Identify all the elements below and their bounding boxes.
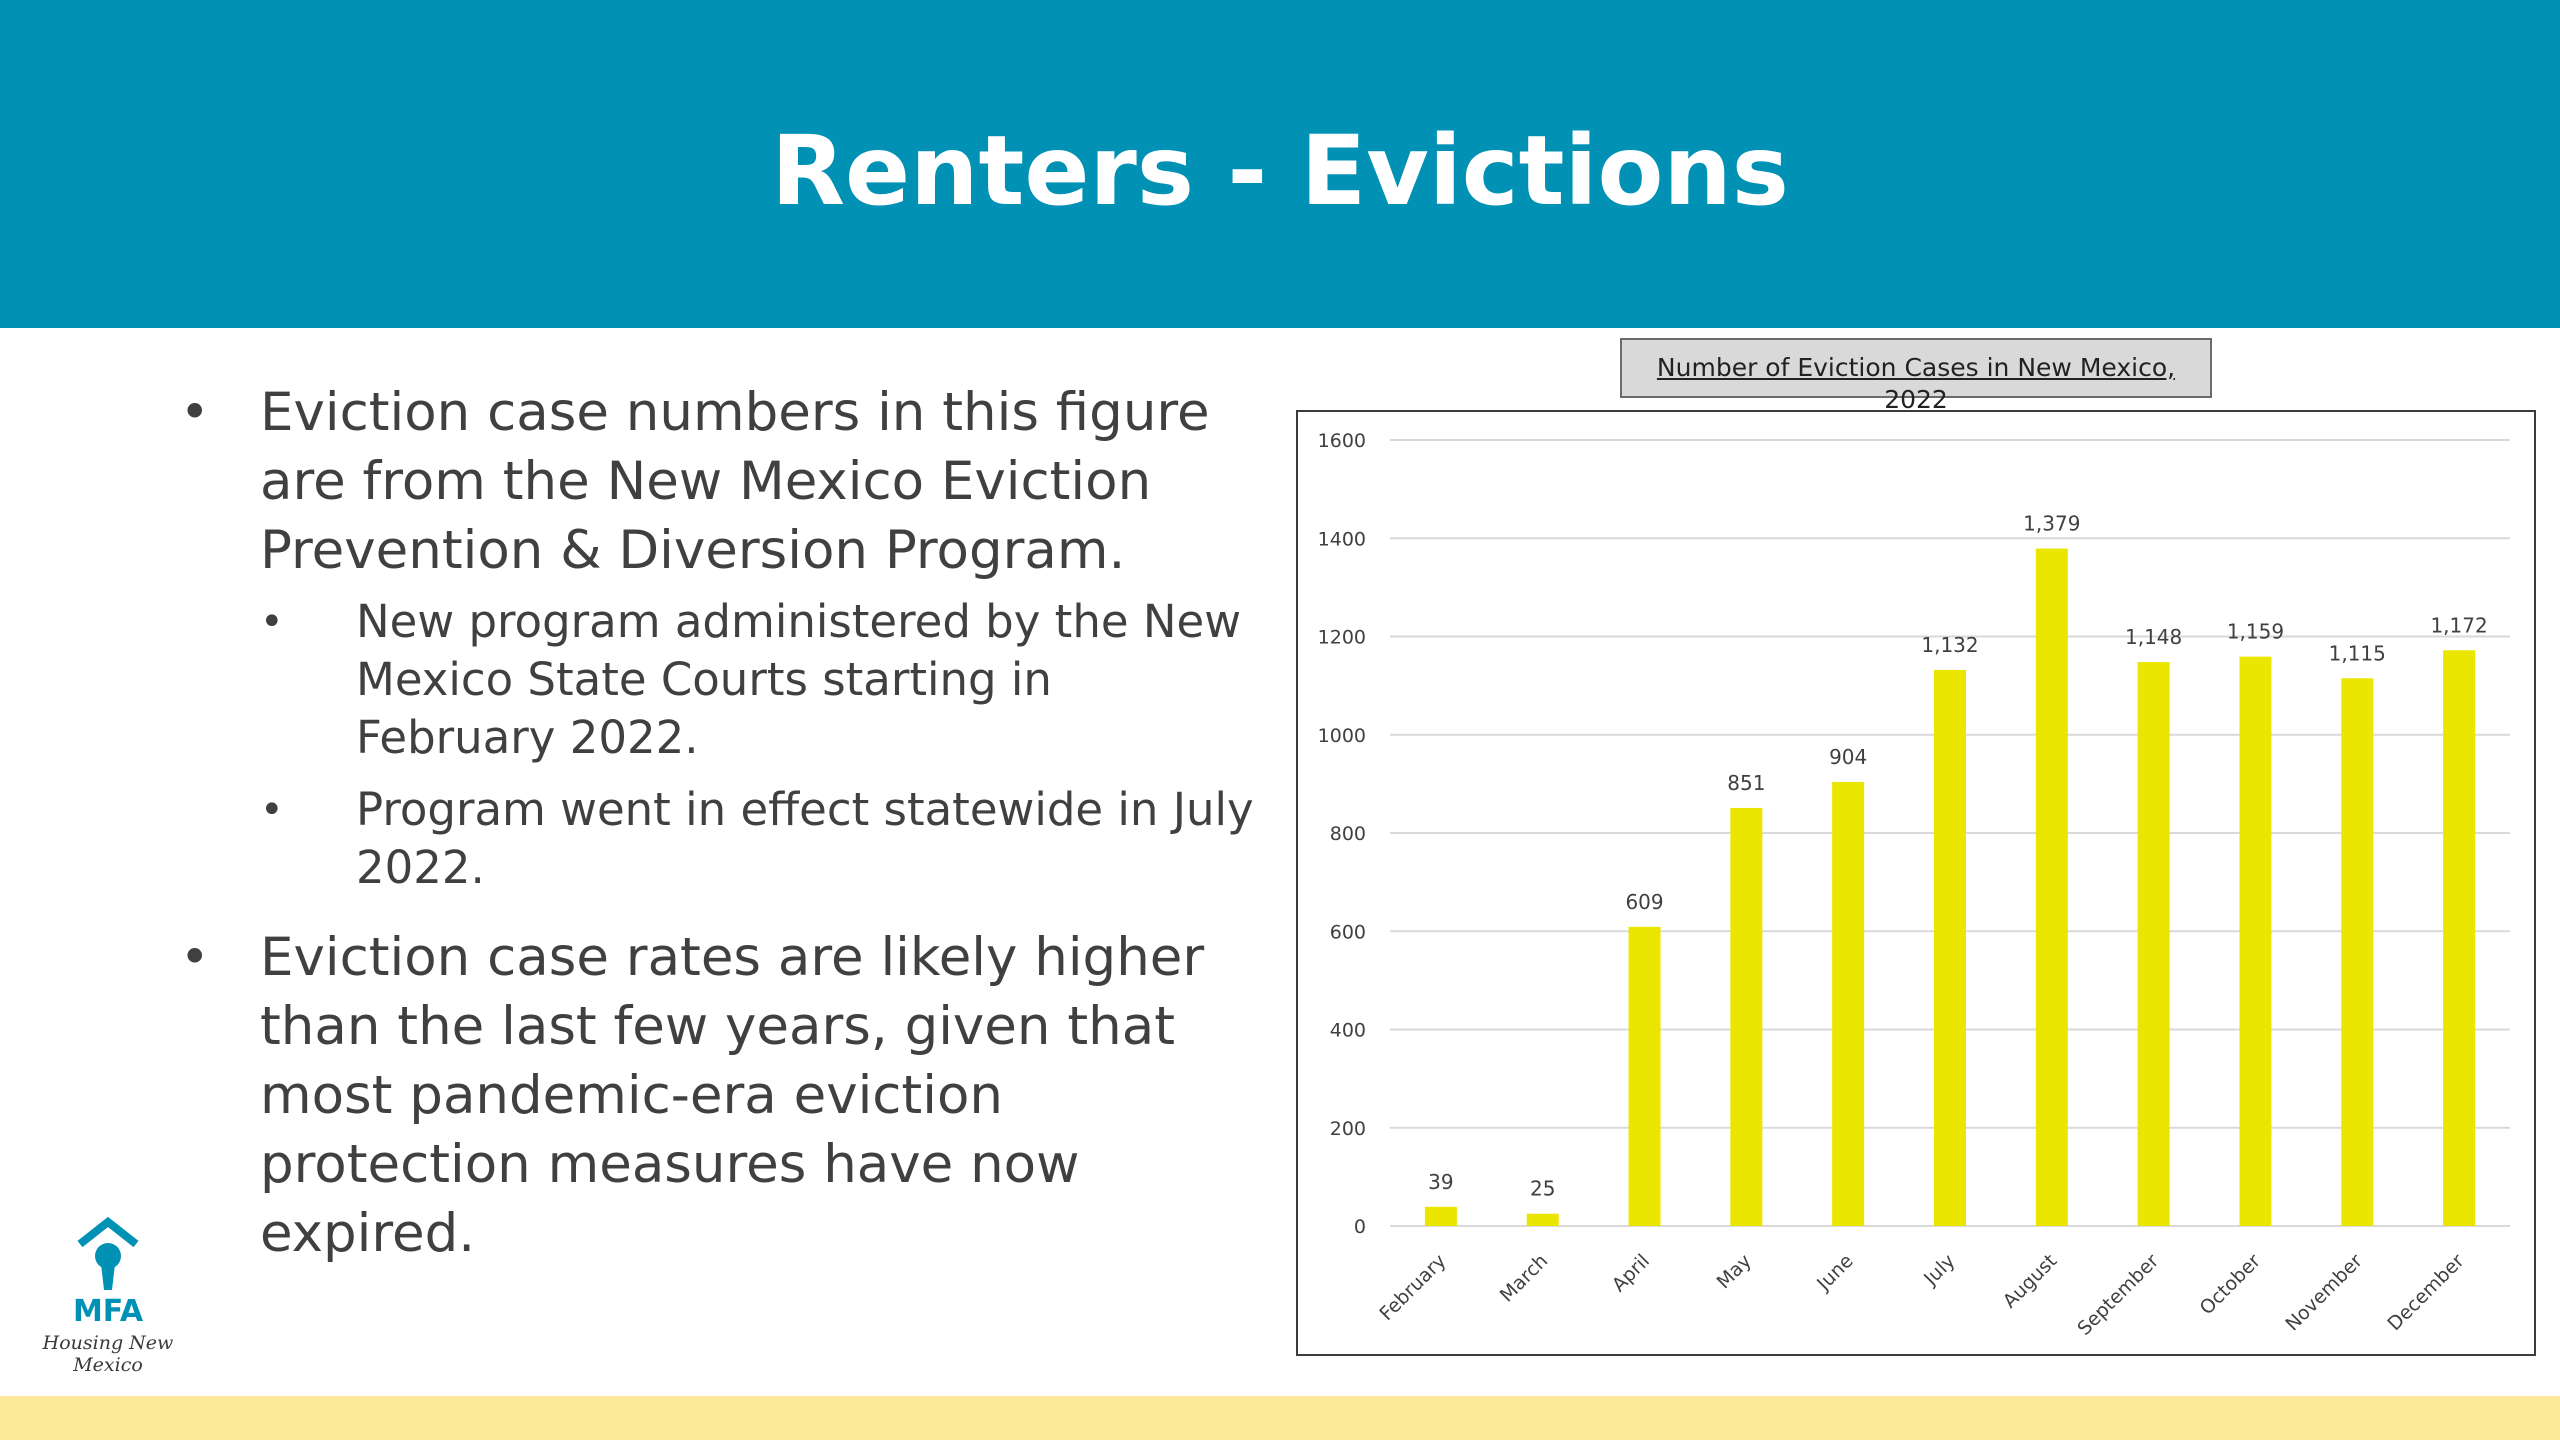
x-tick-label: June [1812,1250,1858,1296]
bar-march [1526,1213,1559,1226]
bar-february [1424,1206,1457,1226]
x-tick-label: March [1496,1250,1553,1307]
y-tick-label: 600 [1330,921,1366,943]
data-label: 1,148 [2125,625,2182,649]
data-label: 1,115 [2329,641,2386,665]
x-tick-label: April [1608,1250,1654,1296]
sub-bullet-item: New program administered by the New Mexi… [260,593,1260,767]
bar-may [1730,807,1763,1226]
eviction-bar-chart: 0 200 400 600 800 1000 1200 1400 1600 39 February 2… [1318,430,2510,1340]
y-tick-label: 400 [1330,1020,1366,1042]
bar-november [2341,678,2374,1226]
x-tick-label: February [1375,1250,1450,1325]
bar-september [2137,662,2170,1226]
sub-bullet-list: New program administered by the New Mexi… [260,593,1260,897]
data-label: 1,159 [2227,620,2284,644]
data-label: 904 [1829,745,1867,769]
data-label: 1,379 [2023,512,2080,536]
bullet-text: Eviction case numbers in this figure are… [260,382,1210,581]
bar-october [2239,656,2272,1226]
x-tick-label: August [1999,1250,2062,1313]
sub-bullet-text: New program administered by the New Mexi… [356,595,1241,764]
x-tick-label: September [2073,1250,2163,1340]
bullet-item: Eviction case numbers in this figure are… [180,378,1260,897]
data-label: 1,132 [1921,633,1978,657]
bar-april [1628,926,1661,1226]
y-tick-label: 0 [1354,1216,1366,1238]
x-tick-label: October [2196,1250,2265,1319]
y-tick-label: 1000 [1318,725,1366,747]
bar-december [2443,650,2476,1226]
data-label: 851 [1727,771,1765,795]
y-tick-label: 1200 [1318,627,1366,649]
bullet-text: Eviction case rates are likely higher th… [260,927,1205,1264]
bar-june [1832,781,1865,1226]
sub-bullet-item: Program went in effect statewide in July… [260,781,1260,897]
data-label: 39 [1428,1170,1453,1194]
x-tick-label: November [2281,1250,2367,1336]
slide-title: Renters - Evictions [771,115,1789,227]
bar-august [2035,548,2068,1226]
title-banner: Renters - Evictions [0,0,2560,328]
chart-title: Number of Eviction Cases in New Mexico, … [1656,353,2176,414]
data-label: 25 [1530,1177,1555,1201]
logo-wordmark: MFA [72,1294,144,1329]
bar-july [1934,669,1966,1226]
house-keyhole-icon [77,1216,139,1290]
y-tick-label: 800 [1330,823,1366,845]
y-tick-label: 200 [1330,1118,1366,1140]
x-tick-label: July [1919,1250,1959,1290]
chart-frame: 0 200 400 600 800 1000 1200 1400 1600 39 February 2… [1296,410,2536,1356]
bullet-item: Eviction case rates are likely higher th… [180,923,1260,1268]
y-tick-label: 1400 [1318,528,1366,550]
data-label: 609 [1625,890,1663,914]
x-tick-label: May [1713,1250,1756,1293]
mfa-logo: MFA Housing New Mexico [18,1214,198,1376]
x-tick-label: December [2383,1250,2468,1335]
bullet-list: Eviction case numbers in this figure are… [180,378,1260,1268]
data-label: 1,172 [2430,613,2487,637]
sub-bullet-text: Program went in effect statewide in July… [356,783,1254,894]
logo-tagline: Housing New Mexico [42,1332,174,1376]
chart-title-box: Number of Eviction Cases in New Mexico, … [1620,338,2212,414]
y-tick-label: 1600 [1318,430,1366,452]
footer-bar [0,1396,2560,1440]
